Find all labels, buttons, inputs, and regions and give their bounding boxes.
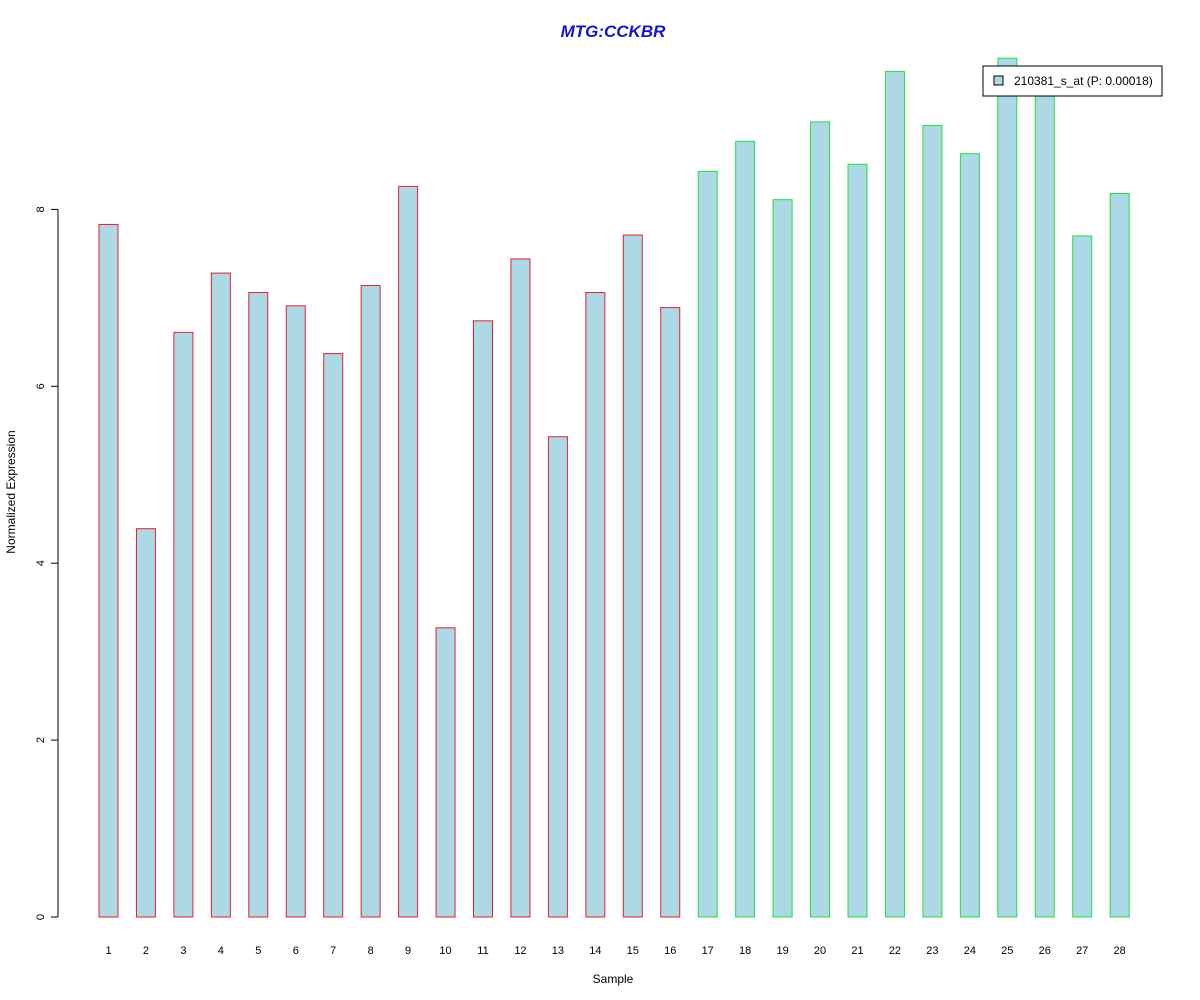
bar-sample-28 (1109, 192, 1130, 918)
x-tick-label: 21 (851, 945, 863, 957)
x-tick-label: 17 (702, 945, 714, 957)
y-tick-label: 8 (35, 206, 47, 212)
bar-sample-10 (435, 627, 456, 918)
x-tick-label: 27 (1076, 945, 1088, 957)
bars (98, 57, 1130, 918)
y-tick-label: 4 (35, 560, 47, 566)
x-tick-label: 2 (143, 945, 149, 957)
x-tick-label: 12 (514, 945, 526, 957)
x-tick-label: 25 (1001, 945, 1013, 957)
bar-sample-23 (922, 124, 943, 918)
bar-sample-6 (285, 305, 306, 918)
x-tick-label: 16 (664, 945, 676, 957)
bar-sample-16 (660, 307, 681, 918)
bar-sample-19 (772, 199, 793, 918)
x-tick-label: 14 (589, 945, 601, 957)
x-tick-label: 8 (368, 945, 374, 957)
x-tick-label: 20 (814, 945, 826, 957)
x-tick-label: 6 (293, 945, 299, 957)
x-tick-label: 28 (1114, 945, 1126, 957)
x-tick-label: 5 (255, 945, 261, 957)
bar-sample-8 (360, 284, 381, 918)
bar-sample-25 (997, 57, 1018, 918)
x-tick-label: 3 (180, 945, 186, 957)
x-tick-label: 7 (330, 945, 336, 957)
bar-sample-9 (398, 185, 419, 918)
bar-sample-21 (847, 163, 868, 918)
x-tick-label: 22 (889, 945, 901, 957)
bar-sample-14 (585, 292, 606, 918)
bar-sample-20 (810, 121, 831, 918)
y-tick-label: 6 (35, 383, 47, 389)
x-tick-label: 10 (439, 945, 451, 957)
x-tick-label: 18 (739, 945, 751, 957)
bar-sample-1 (98, 223, 119, 918)
x-tick-label: 19 (776, 945, 788, 957)
x-tick-label: 24 (964, 945, 976, 957)
bar-sample-22 (884, 70, 905, 918)
bar-sample-26 (1034, 71, 1055, 918)
y-axis: 0 2 4 6 8 (35, 206, 59, 920)
legend-box (982, 65, 1163, 97)
bar-sample-12 (510, 258, 531, 918)
y-tick-label: 2 (35, 737, 47, 743)
x-axis-title: Sample (593, 972, 634, 986)
bar-sample-18 (735, 140, 756, 918)
chart-title: MTG:CCKBR (561, 22, 667, 41)
legend-swatch (993, 75, 1004, 86)
bar-sample-2 (135, 528, 156, 918)
x-axis-tick-labels: 1 2 3 4 5 6 7 8 9 10 11 12 13 14 15 16 17 18 19 20 21 22 23 24 2… (105, 945, 1125, 957)
x-tick-label: 1 (105, 945, 111, 957)
x-tick-label: 4 (218, 945, 224, 957)
bar-sample-17 (697, 170, 718, 918)
y-tick-label: 0 (35, 914, 47, 920)
x-tick-label: 23 (926, 945, 938, 957)
bar-sample-24 (959, 153, 980, 918)
x-tick-label: 15 (627, 945, 639, 957)
bar-sample-4 (210, 272, 231, 918)
bar-sample-11 (473, 320, 493, 918)
bar-sample-15 (622, 234, 643, 918)
legend-label: 210381_s_at (P: 0.00018) (1014, 74, 1153, 88)
x-tick-label: 9 (405, 945, 411, 957)
bar-sample-27 (1072, 235, 1093, 918)
legend: 210381_s_at (P: 0.00018) (982, 65, 1163, 97)
y-axis-title: Normalized Expression (4, 430, 18, 553)
bar-sample-3 (173, 331, 194, 918)
x-tick-label: 13 (552, 945, 564, 957)
x-tick-label: 11 (477, 945, 488, 957)
bar-sample-5 (248, 292, 269, 918)
x-tick-label: 26 (1039, 945, 1051, 957)
bar-sample-13 (547, 436, 568, 918)
bar-sample-7 (323, 353, 344, 918)
